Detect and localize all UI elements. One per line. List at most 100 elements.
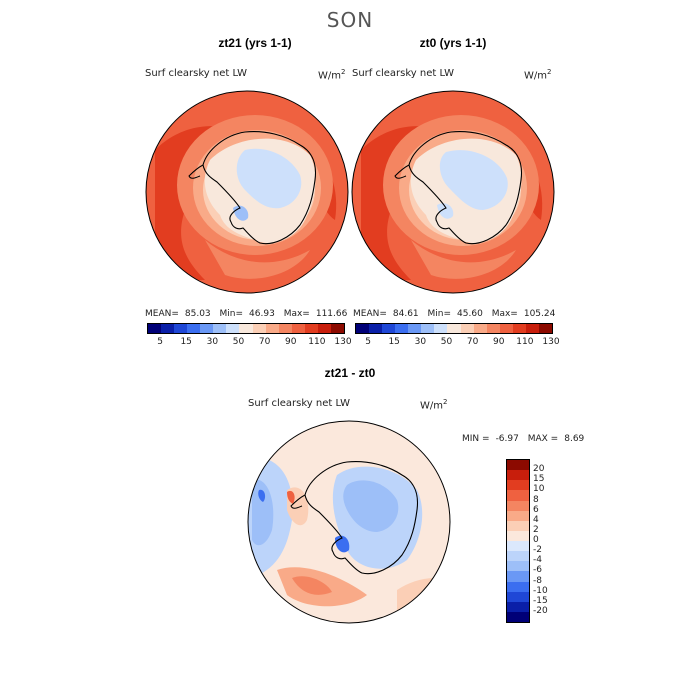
diff-colorbar-tick: -15 [533, 595, 548, 606]
diff-colorbar-swatch [507, 490, 529, 501]
panel1-colorbar-swatch [304, 324, 318, 333]
panel1-colorbar-tick: 110 [308, 337, 326, 347]
panel2-colorbar-swatch [538, 324, 552, 333]
panel2-colorbar-ticks: 5 15 30 50 70 90 110 130 [355, 337, 559, 349]
panel2-colorbar-swatch [499, 324, 513, 333]
panel2-map-border [351, 90, 555, 294]
panel1-colorbar-tick: 30 [206, 337, 219, 347]
diff-colorbar-swatch [507, 561, 529, 572]
panel1-units-label: W/m2 [318, 68, 346, 82]
diff-colorbar-tick: 10 [533, 484, 545, 495]
panel1-warm-patch [155, 126, 235, 280]
diff-peninsula [290, 494, 306, 509]
panel2-colorbar-swatch [447, 324, 461, 333]
panel1-colorbar-tick: 15 [180, 337, 192, 347]
diff-positive-south-core [292, 576, 332, 595]
diff-colorbar-tick: 6 [533, 504, 539, 515]
panel1-colorbar-swatch [278, 324, 292, 333]
panel1-colorbar-swatch [291, 324, 305, 333]
diff-title: zt21 - zt0 [324, 366, 376, 380]
panel1-colorbar-swatch [330, 324, 344, 333]
panel2-colorbar [355, 323, 553, 334]
panel1-colorbar-tick: 130 [334, 337, 352, 347]
panel1-peninsula [188, 164, 204, 179]
diff-colorbar-swatch [507, 470, 529, 481]
panel1-stats: MEAN= 85.03 Min= 46.93 Max= 111.66 [145, 309, 348, 319]
panel2-stats: MEAN= 84.61 Min= 45.60 Max= 105.24 [353, 309, 556, 319]
diff-colorbar-swatch [507, 460, 529, 471]
panel2-map [351, 90, 555, 294]
panel2-colorbar-tick: 130 [542, 337, 560, 347]
diff-negative-west-core [252, 479, 274, 546]
panel2-colorbar-swatch [382, 324, 396, 333]
diff-negative-west-spot [258, 489, 266, 502]
panel2-colorbar-swatch [356, 324, 370, 333]
panel2-title: zt0 (yrs 1-1) [419, 36, 487, 50]
panel2-colorbar-swatch [473, 324, 487, 333]
diff-colorbar-swatch [507, 611, 529, 622]
panel1-colorbar-swatch [317, 324, 331, 333]
panel1-colorbar-swatch [213, 324, 227, 333]
diff-units-label: W/m2 [420, 398, 448, 412]
panel2-colorbar-tick: 70 [466, 337, 479, 347]
panel1-colorbar-tick: 90 [284, 337, 297, 347]
panel2-warm-patch [361, 126, 441, 280]
panel1-cold-plateau [236, 148, 302, 209]
panel2-peninsula [394, 164, 410, 179]
panel2-colorbar-swatch [434, 324, 448, 333]
diff-positive-spot [287, 490, 295, 504]
diff-colorbar-tick: -4 [533, 555, 542, 566]
panel2-coastline [408, 131, 523, 245]
diff-colorbar-tick: -20 [533, 605, 548, 616]
panel2-colorbar-swatch [408, 324, 422, 333]
panel1-band-south [205, 240, 310, 279]
diff-colorbar-swatch [507, 551, 529, 562]
panel1-colorbar-swatch [239, 324, 253, 333]
panel2-cold-plateau [439, 150, 508, 210]
panel2-units-label: W/m2 [524, 68, 552, 82]
panel1-colorbar-swatch [161, 324, 175, 333]
panel2-colorbar-tick: 30 [414, 337, 427, 347]
panel2-variable-label: Surf clearsky net LW [352, 68, 455, 79]
diff-colorbar-swatch [507, 581, 529, 592]
panel1-colorbar-tick: 50 [232, 337, 245, 347]
diff-colorbar-swatch [507, 530, 529, 541]
panel1-title: zt21 (yrs 1-1) [218, 36, 292, 50]
panel1-colorbar-tick: 70 [258, 337, 271, 347]
diff-colorbar-swatch [507, 541, 529, 552]
panel2-colorbar-tick: 15 [388, 337, 400, 347]
diff-colorbar-swatch [507, 510, 529, 521]
diff-colorbar-tick: 2 [533, 524, 539, 535]
diff-map [247, 420, 451, 624]
panel2-colorbar-swatch [395, 324, 409, 333]
diff-colorbar-tick: 4 [533, 514, 539, 525]
panel2-colorbar-swatch [512, 324, 526, 333]
panel1-colorbar-tick: 5 [157, 337, 163, 347]
panel2-colorbar-swatch [369, 324, 383, 333]
panel2-colorbar-swatch [486, 324, 500, 333]
panel1-map [145, 90, 349, 294]
diff-colorbar-swatch [507, 480, 529, 491]
diff-colorbar-tick: 0 [533, 535, 539, 545]
diff-colorbar-tick: 15 [533, 474, 545, 485]
panel2-colorbar-swatch [525, 324, 539, 333]
diff-colorbar [506, 459, 530, 623]
diff-colorbar-swatch [507, 520, 529, 531]
diff-colorbar-swatch [507, 500, 529, 511]
diff-colorbar-tick: 8 [533, 494, 539, 505]
panel1-colorbar [147, 323, 345, 334]
panel1-colorbar-swatch [252, 324, 266, 333]
diff-colorbar-ticks: 20 15 10 8 6 4 2 0 -2 -4 -6 -8 -10 -15 -20 [533, 459, 573, 621]
diff-variable-label: Surf clearsky net LW [248, 398, 351, 409]
panel2-band-south [411, 240, 516, 279]
diff-colorbar-tick: 20 [533, 464, 545, 475]
diff-negative-plateau-core [343, 480, 399, 532]
panel1-colorbar-swatch [200, 324, 214, 333]
panel2-colorbar-tick: 90 [492, 337, 505, 347]
panel1-map-border [145, 90, 349, 294]
panel2-colorbar-tick: 5 [365, 337, 371, 347]
diff-coastline [304, 461, 419, 575]
panel1-colorbar-swatch [187, 324, 201, 333]
diff-stats: MIN = -6.97 MAX = 8.69 [462, 434, 585, 444]
panel1-variable-label: Surf clearsky net LW [145, 68, 248, 79]
